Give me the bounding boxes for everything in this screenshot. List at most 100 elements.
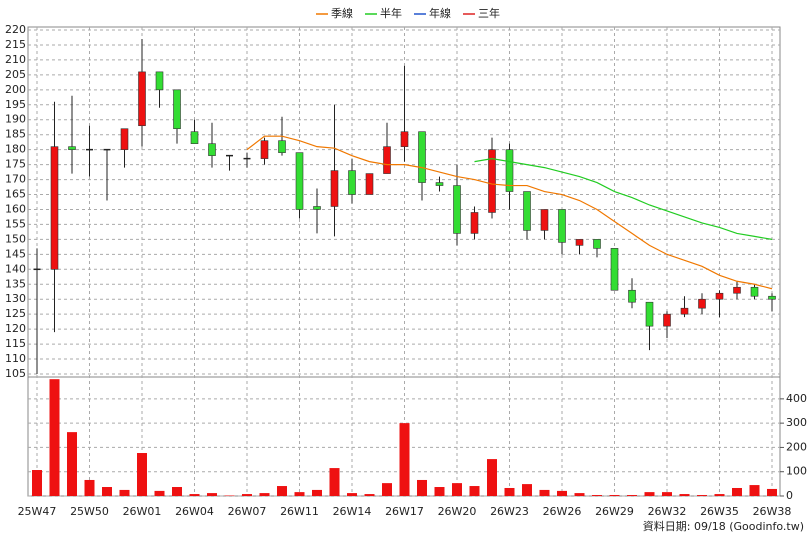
volume-bar: [67, 432, 77, 496]
volume-bar: [434, 487, 445, 496]
volume-bar: [417, 479, 427, 496]
volume-bar: [592, 495, 602, 496]
y2-tick-label: 200: [786, 440, 807, 453]
y-tick-label: 205: [5, 68, 26, 81]
candle-body: [278, 140, 286, 153]
x-tick-label: 26W01: [123, 505, 162, 518]
candle-body: [68, 146, 76, 150]
volume-bar: [242, 494, 252, 496]
legend-label: 年線: [429, 6, 451, 20]
x-tick-label: 26W38: [753, 505, 792, 518]
candle-body: [680, 307, 689, 315]
candle-body: [540, 209, 549, 231]
volume-bar: [452, 483, 462, 496]
candle-body: [628, 289, 636, 303]
candle-body: [558, 209, 566, 243]
y-tick-label: 120: [5, 322, 26, 335]
x-tick-label: 26W17: [385, 505, 424, 518]
candle-body: [435, 182, 444, 186]
y-tick-label: 220: [5, 23, 26, 36]
legend-label: 三年: [478, 6, 500, 20]
candle-body: [663, 313, 671, 327]
volume-bar: [102, 487, 112, 496]
y-tick-label: 115: [5, 337, 26, 350]
volume-bar: [697, 495, 707, 496]
volume-bar: [609, 495, 620, 496]
volume-bar: [714, 494, 725, 496]
candle-body: [698, 298, 706, 309]
volume-bar: [574, 493, 585, 496]
volume-bar: [189, 494, 200, 496]
y-tick-label: 110: [5, 352, 26, 365]
ma-line: [474, 158, 773, 240]
y2-tick-label: 0: [786, 489, 793, 502]
volume-bar: [172, 487, 182, 496]
y-tick-label: 130: [5, 292, 26, 305]
volume-bar: [207, 493, 217, 496]
volume-bar: [119, 489, 130, 496]
x-tick-label: 26W29: [595, 505, 634, 518]
volume-bar: [767, 488, 777, 496]
ma-line: [246, 135, 773, 290]
volume-bar: [154, 490, 165, 496]
y-tick-label: 210: [5, 53, 26, 66]
volume-bar: [539, 489, 550, 496]
y-tick-label: 200: [5, 83, 26, 96]
candle-body: [120, 128, 129, 150]
candle-body: [330, 170, 339, 207]
volume-bar: [312, 489, 322, 496]
x-tick-label: 26W14: [333, 505, 372, 518]
y-tick-label: 160: [5, 202, 26, 215]
candle-body: [400, 131, 409, 147]
volume-bar: [504, 487, 515, 496]
x-tick-label: 26W20: [438, 505, 477, 518]
volume-bar: [277, 486, 287, 496]
candle-body: [313, 206, 321, 210]
y-tick-label: 180: [5, 143, 26, 156]
x-tick-label: 26W35: [700, 505, 739, 518]
y-tick-label: 105: [5, 367, 26, 380]
volume-bar: [137, 453, 147, 496]
y-tick-label: 175: [5, 158, 26, 171]
y-tick-label: 125: [5, 307, 26, 320]
candle-body: [155, 71, 164, 91]
candle-body: [348, 170, 356, 195]
candle-body: [593, 239, 601, 249]
volume-bar: [679, 494, 690, 496]
y2-tick-label: 400: [786, 392, 807, 405]
candle-body: [645, 301, 654, 327]
candle-body: [365, 173, 374, 195]
volume-bar: [644, 492, 655, 496]
y-tick-label: 150: [5, 232, 26, 245]
candle-body: [453, 185, 461, 234]
volume-bar: [364, 494, 375, 496]
source-note: 資料日期: 09/18 (Goodinfo.tw): [643, 519, 804, 533]
candle-body: [715, 292, 724, 300]
volume-bar: [84, 479, 95, 496]
y-tick-label: 190: [5, 113, 26, 126]
candle-body: [190, 131, 199, 144]
y-tick-label: 140: [5, 262, 26, 275]
y-tick-label: 195: [5, 98, 26, 111]
volume-bar: [627, 495, 637, 496]
y-tick-label: 185: [5, 128, 26, 141]
volume-bar: [487, 459, 497, 496]
x-tick-label: 26W07: [228, 505, 267, 518]
volume-bar: [382, 483, 392, 496]
volume-bar: [49, 379, 60, 496]
y-tick-label: 155: [5, 217, 26, 230]
candle-body: [295, 152, 304, 210]
candle-body: [768, 295, 776, 300]
x-tick-label: 26W11: [280, 505, 319, 518]
y-tick-label: 135: [5, 277, 26, 290]
y-tick-label: 165: [5, 188, 26, 201]
candle-body: [173, 89, 181, 130]
candle-body: [50, 146, 59, 270]
candle-body: [470, 212, 479, 234]
x-tick-label: 25W47: [18, 505, 57, 518]
volume-bar: [347, 493, 357, 496]
x-tick-label: 26W04: [175, 505, 214, 518]
candle-body: [575, 239, 584, 246]
